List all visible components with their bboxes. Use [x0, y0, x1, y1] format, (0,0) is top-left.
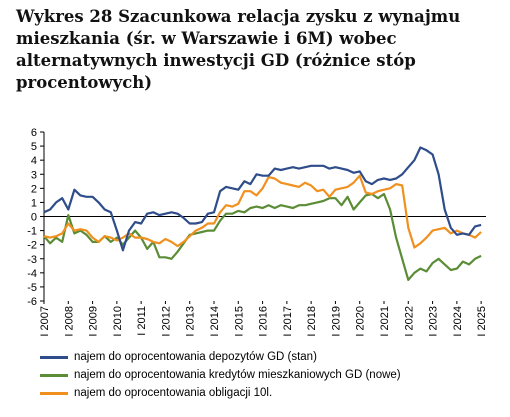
x-tick-label: I 2012 — [160, 306, 172, 337]
x-tick-label: I 2021 — [379, 306, 391, 337]
series-line-3 — [43, 174, 482, 249]
x-tick-label: I 2025 — [476, 306, 488, 337]
legend-swatch — [40, 391, 68, 395]
y-tick-label: -3 — [27, 254, 37, 266]
y-tick-label: 6 — [31, 127, 37, 139]
legend-swatch — [40, 355, 68, 359]
y-tick-label: -1 — [27, 226, 37, 238]
x-tick-label: I 2019 — [330, 306, 342, 337]
x-tick-label: I 2009 — [88, 306, 100, 337]
x-tick-label: I 2024 — [452, 306, 464, 337]
legend: najem do oprocentowania depozytów GD (st… — [40, 348, 401, 402]
series-line-2 — [43, 192, 482, 281]
legend-item: najem do oprocentowania obligacji 10l. — [40, 384, 401, 402]
y-tick-label: 3 — [31, 169, 37, 181]
legend-label: najem do oprocentowania obligacji 10l. — [74, 387, 273, 399]
x-tick-label: I 2016 — [258, 306, 270, 337]
legend-label: najem do oprocentowania depozytów GD (st… — [74, 351, 317, 363]
x-tick-label: I 2007 — [39, 306, 51, 337]
y-tick-label: 4 — [31, 155, 37, 167]
x-tick-label: I 2023 — [428, 306, 440, 337]
legend-item: najem do oprocentowania kredytów mieszka… — [40, 366, 401, 384]
x-tick-label: I 2008 — [63, 306, 75, 337]
y-tick-label: -4 — [27, 268, 37, 280]
x-tick-label: I 2013 — [185, 306, 197, 337]
series-line-1 — [43, 146, 482, 252]
x-tick-label: I 2017 — [282, 306, 294, 337]
chart-title: Wykres 28 Szacunkowa relacja zysku z wyn… — [16, 7, 461, 92]
x-axis: I 2007 I 2008 I 2009 I 2010 I 2011 I 2012 I 20… — [39, 216, 488, 337]
x-tick-label: I 2022 — [403, 306, 415, 337]
y-tick-label: 2 — [31, 183, 37, 195]
x-tick-label: I 2020 — [355, 306, 367, 337]
legend-swatch — [40, 373, 68, 377]
y-tick-label: 0 — [31, 212, 37, 224]
y-tick-label: -2 — [27, 240, 37, 252]
legend-item: najem do oprocentowania depozytów GD (st… — [40, 348, 401, 366]
x-tick-label: I 2018 — [306, 306, 318, 337]
legend-label: najem do oprocentowania kredytów mieszka… — [74, 369, 401, 381]
y-tick-label: -6 — [27, 296, 37, 308]
x-tick-label: I 2011 — [136, 306, 148, 336]
x-tick-label: I 2010 — [112, 306, 124, 337]
y-axis: 6 5 4 3 2 1 0 -1 -2 -3 -4 -5 -6 — [27, 127, 45, 308]
x-tick-label: I 2014 — [209, 306, 221, 337]
y-tick-label: -5 — [27, 282, 37, 294]
y-tick-label: 5 — [31, 141, 37, 153]
y-tick-label: 1 — [31, 197, 37, 209]
x-tick-label: I 2015 — [233, 306, 245, 337]
series-lines — [43, 146, 482, 281]
